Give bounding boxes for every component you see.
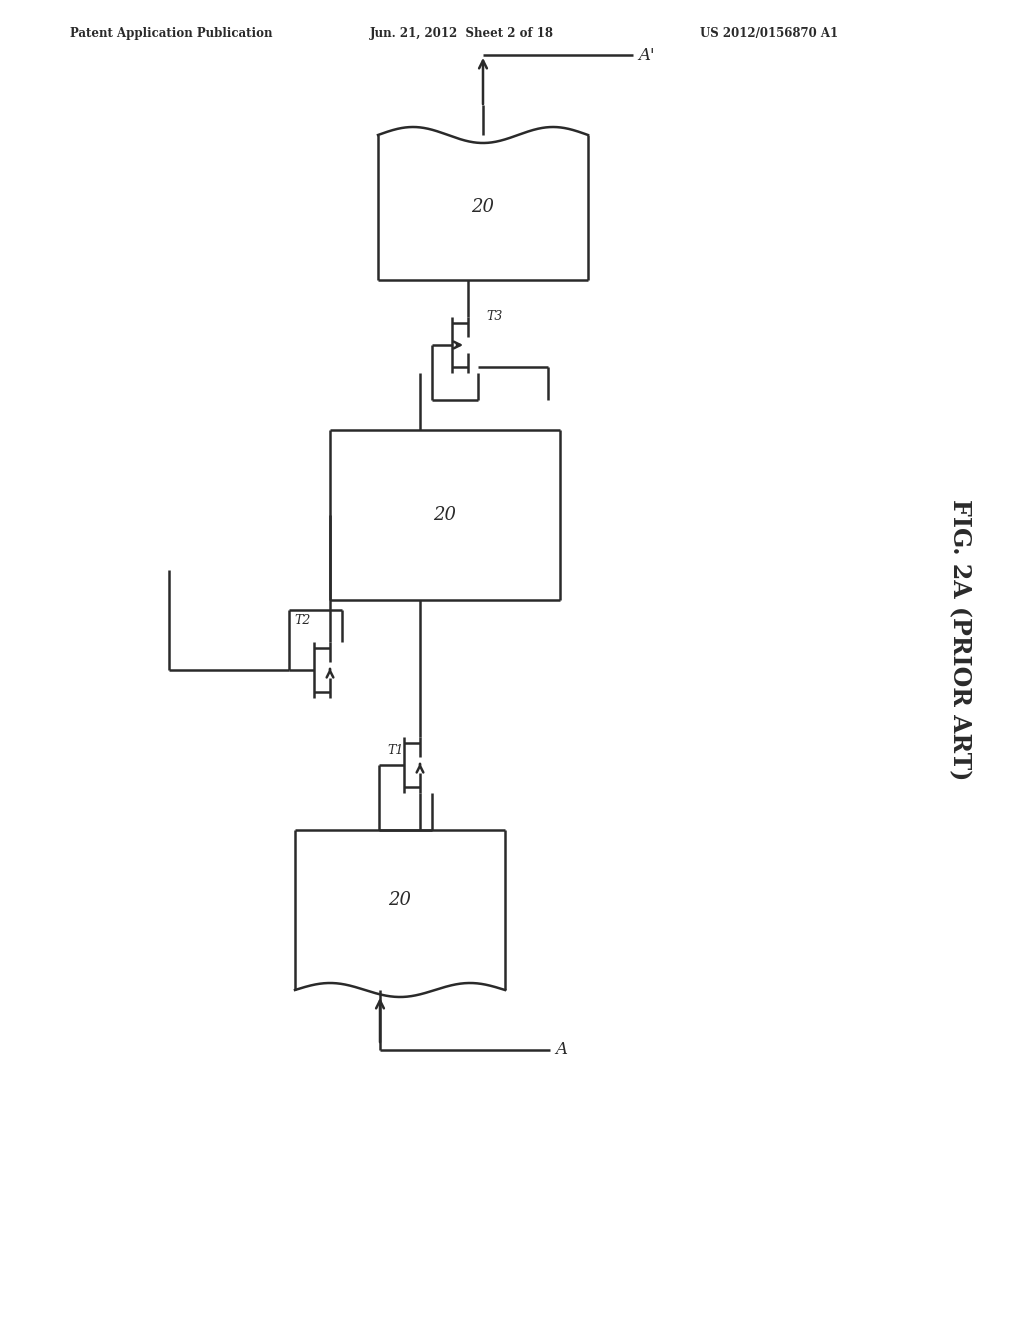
Text: US 2012/0156870 A1: US 2012/0156870 A1 bbox=[700, 26, 838, 40]
Text: FIG. 2A (PRIOR ART): FIG. 2A (PRIOR ART) bbox=[948, 499, 972, 780]
Text: 20: 20 bbox=[471, 198, 495, 216]
Text: Jun. 21, 2012  Sheet 2 of 18: Jun. 21, 2012 Sheet 2 of 18 bbox=[370, 26, 554, 40]
Text: T2: T2 bbox=[294, 614, 310, 627]
Text: A: A bbox=[555, 1041, 567, 1059]
Text: 20: 20 bbox=[388, 891, 412, 909]
Text: T3: T3 bbox=[486, 310, 503, 323]
Text: A': A' bbox=[638, 46, 654, 63]
Text: Patent Application Publication: Patent Application Publication bbox=[70, 26, 272, 40]
Text: T1: T1 bbox=[387, 743, 403, 756]
Text: 20: 20 bbox=[433, 506, 457, 524]
